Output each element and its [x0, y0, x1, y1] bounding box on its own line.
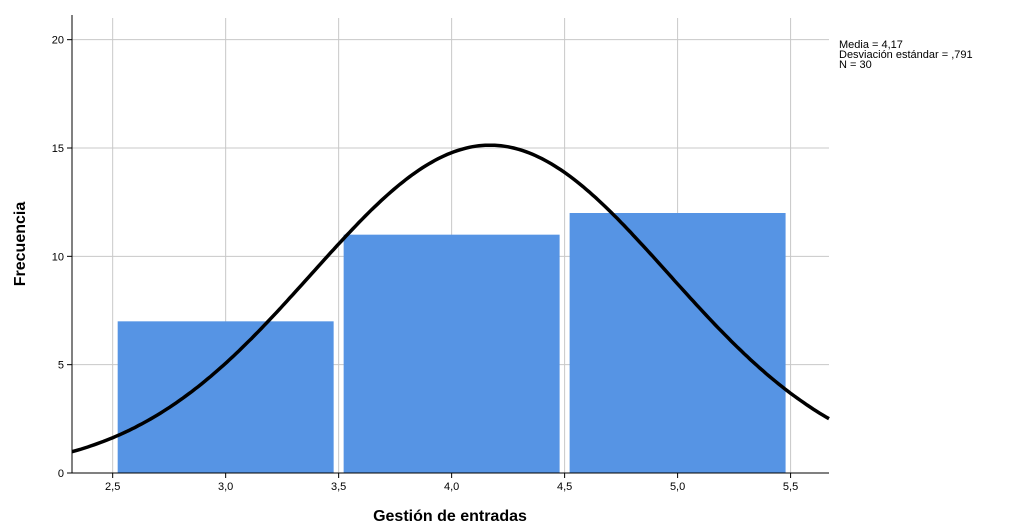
x-tick-label-3: 4,0: [444, 481, 459, 493]
histogram-bars: [117, 213, 786, 473]
stat-n: N = 30: [839, 59, 872, 71]
x-tick-label-6: 5,5: [783, 481, 798, 493]
x-axis-label: Gestión de entradas: [373, 508, 527, 525]
stat-std-dev: Desviación estándar = ,791: [839, 49, 973, 61]
histogram-bar-1: [343, 234, 560, 473]
y-tick-label-0: 0: [58, 468, 64, 480]
y-tick-label-1: 5: [58, 360, 64, 372]
normal-curve: [71, 143, 830, 454]
y-tick-label-4: 20: [52, 35, 64, 47]
x-tick-label-0: 2,5: [105, 481, 120, 493]
y-tick-label-3: 15: [52, 143, 64, 155]
statistics-box: Media = 4,17 Desviación estándar = ,791 …: [839, 39, 973, 71]
histogram-bar-2: [569, 213, 786, 473]
axes: [67, 15, 829, 478]
normal-curve-layer: [71, 143, 830, 454]
histogram-bar-0: [117, 321, 334, 473]
y-tick-label-2: 10: [52, 251, 64, 263]
x-tick-labels: 2,5 3,0 3,5 4,0 4,5 5,0 5,5: [105, 481, 798, 493]
x-tick-label-1: 3,0: [218, 481, 233, 493]
x-tick-label-5: 5,0: [670, 481, 685, 493]
y-axis-label: Frecuencia: [12, 202, 29, 287]
y-tick-labels: 0 5 10 15 20: [52, 35, 64, 480]
stat-mean: Media = 4,17: [839, 39, 903, 51]
x-tick-label-2: 3,5: [331, 481, 346, 493]
x-tick-label-4: 4,5: [557, 481, 572, 493]
